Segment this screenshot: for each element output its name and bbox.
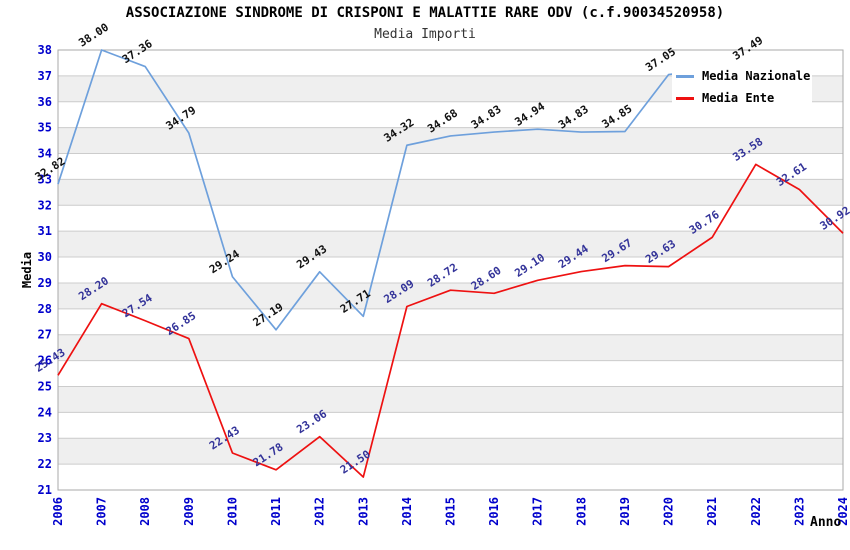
svg-text:37: 37	[38, 69, 52, 83]
x-axis-title: Anno	[810, 515, 842, 530]
svg-text:33: 33	[38, 172, 52, 186]
svg-text:26.85: 26.85	[163, 309, 198, 338]
svg-text:37.49: 37.49	[730, 34, 765, 63]
plot-border	[57, 49, 844, 491]
svg-text:2021: 2021	[705, 497, 719, 526]
legend-label-ente: Media Ente	[702, 91, 775, 105]
svg-text:36: 36	[38, 95, 52, 109]
chart-title: ASSOCIAZIONE SINDROME DI CRISPONI E MALA…	[125, 5, 725, 21]
svg-text:2014: 2014	[400, 497, 414, 526]
svg-text:2013: 2013	[356, 497, 370, 526]
svg-text:2015: 2015	[444, 497, 458, 526]
svg-text:2006: 2006	[51, 497, 65, 526]
plot-bands	[58, 75, 843, 465]
svg-text:2018: 2018	[574, 497, 588, 526]
svg-text:29: 29	[38, 276, 52, 290]
svg-text:30.92: 30.92	[818, 204, 850, 233]
svg-text:35: 35	[38, 121, 52, 135]
svg-text:2010: 2010	[225, 497, 239, 526]
svg-text:2009: 2009	[182, 497, 196, 526]
svg-text:30: 30	[38, 250, 52, 264]
svg-text:37.36: 37.36	[120, 37, 155, 66]
svg-text:2008: 2008	[138, 497, 152, 526]
svg-text:28: 28	[38, 302, 52, 316]
y-axis-title: Media	[20, 251, 34, 289]
svg-text:32: 32	[38, 198, 52, 212]
svg-text:26: 26	[38, 354, 52, 368]
svg-text:25: 25	[38, 379, 52, 393]
svg-text:2007: 2007	[95, 497, 109, 526]
svg-text:2024: 2024	[836, 497, 850, 526]
legend-item-media-ente: Media Ente	[676, 91, 812, 105]
svg-text:2016: 2016	[487, 497, 501, 526]
svg-text:21: 21	[38, 483, 52, 497]
svg-text:24: 24	[38, 405, 52, 419]
legend-label-nazionale: Media Nazionale	[702, 69, 811, 83]
svg-text:38: 38	[38, 43, 52, 57]
svg-text:27: 27	[38, 328, 52, 342]
svg-text:2023: 2023	[792, 497, 806, 526]
svg-text:34: 34	[38, 147, 52, 161]
legend-item-media-nazionale: Media Nazionale	[676, 69, 812, 83]
svg-text:31: 31	[38, 224, 52, 238]
svg-text:2017: 2017	[531, 497, 545, 526]
chart-subtitle: Media Importi	[374, 27, 476, 42]
x-axis-tick-labels: 2006 2007 2008 2009 2010 2011 2012 2013 2014 2015…	[51, 497, 850, 526]
svg-text:2019: 2019	[618, 497, 632, 526]
svg-text:2011: 2011	[269, 497, 283, 526]
svg-text:2022: 2022	[749, 497, 763, 526]
svg-text:2012: 2012	[313, 497, 327, 526]
svg-text:34.94: 34.94	[512, 100, 547, 129]
legend-swatch-ente-icon	[676, 96, 694, 100]
y-axis-tick-labels: 21 22 23 24 25 26 27 28 29 30 31 32 33 34 35 36 37 38	[38, 43, 52, 497]
legend-swatch-nazionale-icon	[676, 74, 694, 78]
legend: Media Nazionale Media Ente	[672, 60, 812, 114]
svg-text:23: 23	[38, 431, 52, 445]
svg-text:38.00: 38.00	[76, 21, 111, 50]
svg-text:2020: 2020	[662, 497, 676, 526]
svg-text:22: 22	[38, 457, 52, 471]
